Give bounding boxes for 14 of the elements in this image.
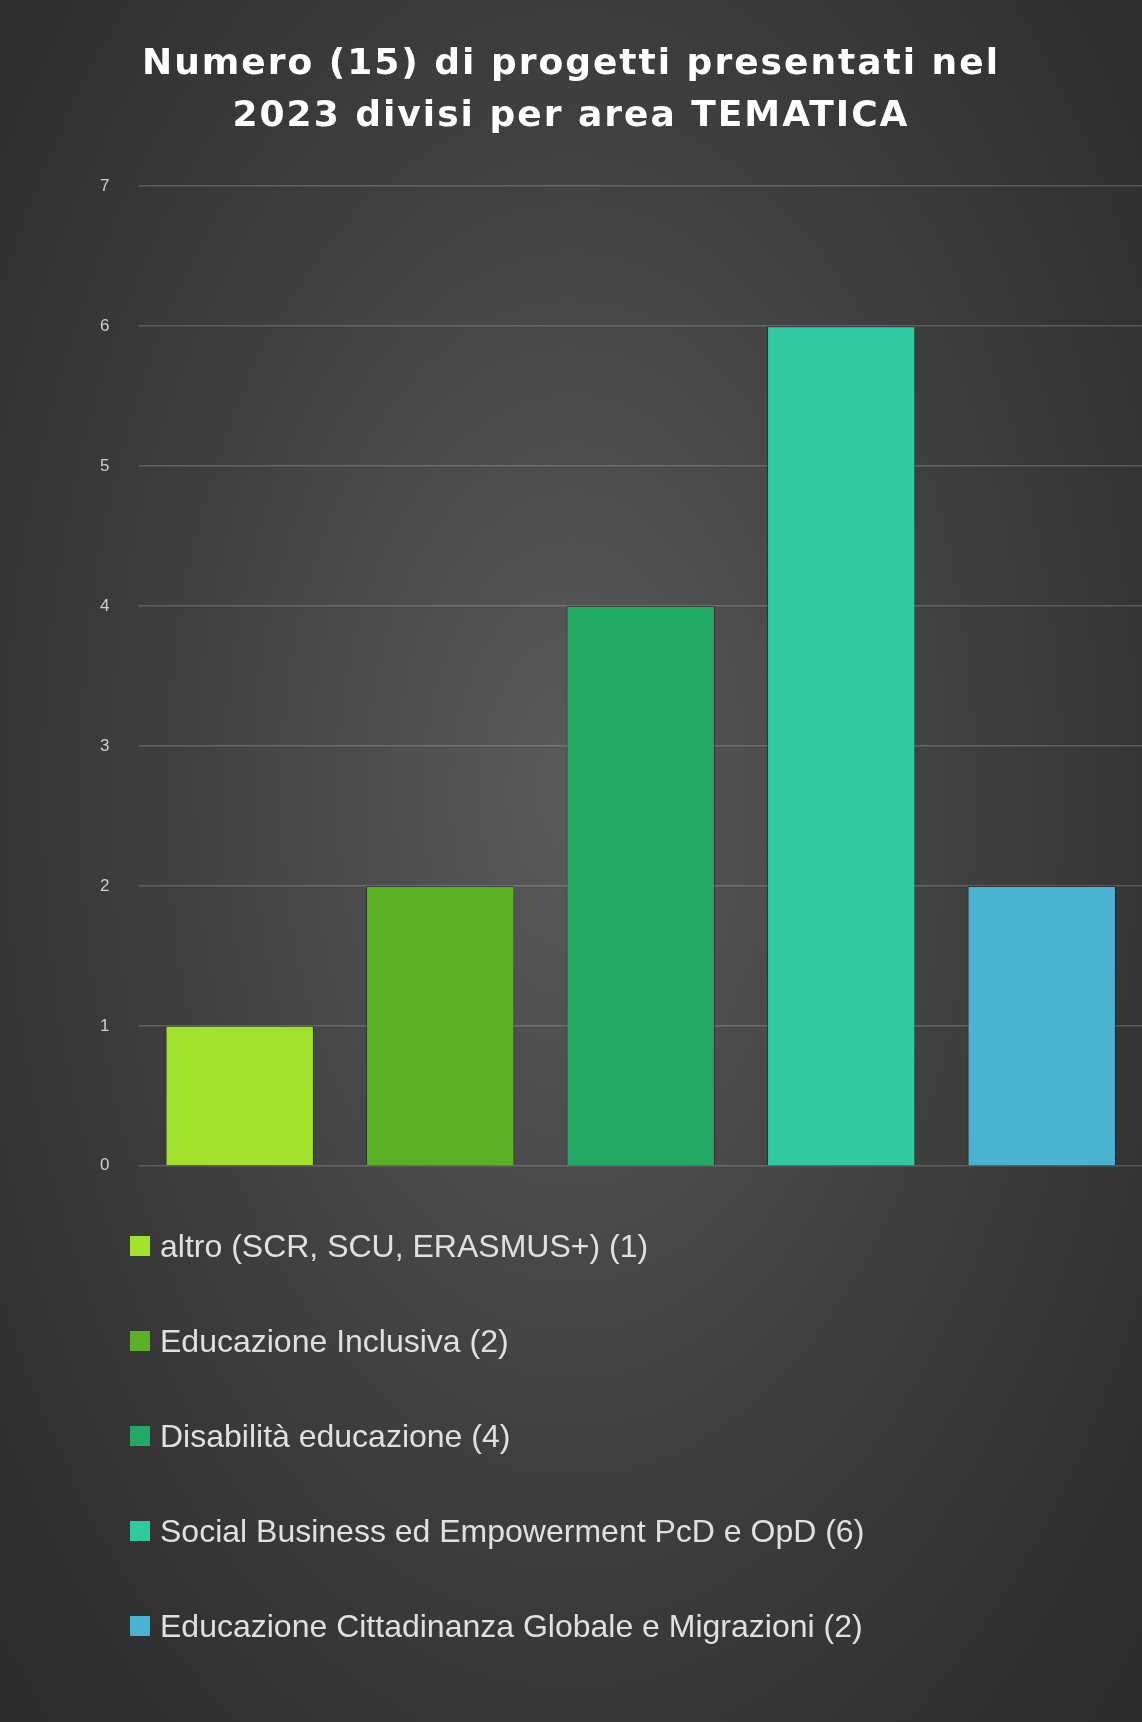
y-tick-label: 7 (99, 175, 110, 195)
y-tick-label: 3 (99, 735, 110, 755)
legend-label: Educazione Inclusiva (2) (160, 1322, 509, 1361)
legend-label: Educazione Cittadinanza Globale e Migrazioni (2) (160, 1607, 863, 1646)
y-tick-label: 5 (99, 455, 110, 475)
y-tick-label: 1 (99, 1015, 110, 1035)
y-tick-label: 6 (99, 315, 110, 335)
y-tick-label: 4 (99, 595, 110, 615)
legend-label: altro (SCR, SCU, ERASMUS+) (1) (160, 1227, 649, 1266)
y-tick-label: 0 (99, 1155, 110, 1175)
y-tick-label: 2 (99, 875, 110, 895)
legend-label: Disabilità educazione (4) (160, 1417, 511, 1456)
legend-label: Social Business ed Empowerment PcD e OpD (6) (160, 1512, 865, 1551)
chart-title: Numero (15) di progetti presentati nel 2023 divisi per area TEMATICA (141, 40, 1001, 136)
